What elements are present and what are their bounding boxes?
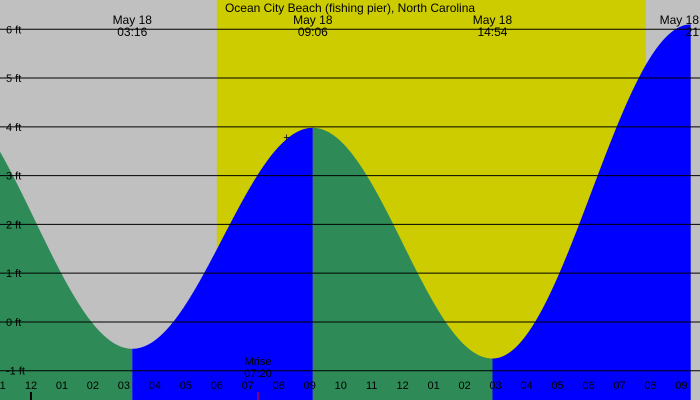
y-tick-label: -1 ft <box>6 366 25 378</box>
y-tick-label: 0 ft <box>6 317 21 329</box>
extreme-date-label: May 18 <box>293 13 333 27</box>
x-tick-label: 04 <box>520 380 532 392</box>
x-tick-label: 01 <box>56 380 68 392</box>
y-tick-label: 6 ft <box>6 24 21 36</box>
x-tick-label: 07 <box>613 380 625 392</box>
falling-tide-area <box>0 151 133 400</box>
y-tick-label: 3 ft <box>6 171 21 183</box>
extreme-time-label: 09:06 <box>298 25 328 39</box>
x-tick-label: 06 <box>582 380 594 392</box>
x-tick-label: 09 <box>675 380 687 392</box>
peak-marker: + <box>283 132 289 144</box>
extreme-date-label: May 18 <box>113 13 153 27</box>
y-tick-label: 5 ft <box>6 73 21 85</box>
x-tick-label: 10 <box>335 380 347 392</box>
x-tick-label: 05 <box>551 380 563 392</box>
x-tick-label: 02 <box>87 380 99 392</box>
moonrise-label: Mrise <box>245 356 272 368</box>
x-tick-label: 03 <box>489 380 501 392</box>
y-tick-label: 1 ft <box>6 268 21 280</box>
x-tick-label: 09 <box>304 380 316 392</box>
falling-tide-area <box>312 127 493 400</box>
extreme-time-label: 14:54 <box>477 25 507 39</box>
moonrise-time: 07:20 <box>244 368 272 380</box>
y-tick-label: 4 ft <box>6 122 21 134</box>
extreme-date-label: May 18 <box>660 13 700 27</box>
extreme-date-label: May 18 <box>473 13 513 27</box>
rising-tide-area <box>492 24 691 400</box>
x-tick-label: 08 <box>644 380 656 392</box>
x-tick-label: 04 <box>149 380 161 392</box>
x-tick-label: 12 <box>397 380 409 392</box>
x-tick-label: 01 <box>428 380 440 392</box>
x-tick-label: 12 <box>25 380 37 392</box>
tide-area <box>0 24 691 400</box>
x-tick-label: 11 <box>0 380 6 392</box>
chart-title: Ocean City Beach (fishing pier), North C… <box>225 1 475 15</box>
x-tick-label: 11 <box>366 380 377 392</box>
height-gridlines <box>0 28 700 372</box>
x-tick-label: 03 <box>118 380 130 392</box>
extreme-time-label: 03:16 <box>117 25 147 39</box>
x-tick-label: 02 <box>458 380 470 392</box>
rising-tide-area <box>132 127 313 400</box>
x-tick-label: 07 <box>242 380 254 392</box>
x-tick-label: 08 <box>273 380 285 392</box>
extreme-time-label: 21 <box>686 25 700 39</box>
x-tick-label: 05 <box>180 380 192 392</box>
x-tick-label: 06 <box>211 380 223 392</box>
y-tick-label: 2 ft <box>6 219 21 231</box>
